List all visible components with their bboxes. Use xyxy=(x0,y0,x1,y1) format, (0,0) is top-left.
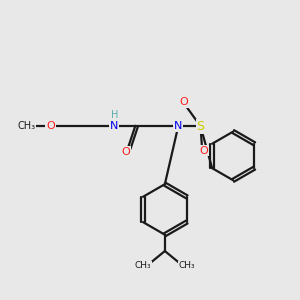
Text: O: O xyxy=(199,146,208,156)
Text: CH₃: CH₃ xyxy=(18,121,36,131)
Text: O: O xyxy=(179,98,188,107)
Text: H: H xyxy=(111,110,118,120)
Text: O: O xyxy=(122,147,130,157)
Text: CH₃: CH₃ xyxy=(135,261,152,270)
Text: CH₃: CH₃ xyxy=(178,261,195,270)
Text: N: N xyxy=(110,121,118,131)
Text: N: N xyxy=(174,121,182,131)
Text: O: O xyxy=(46,121,55,131)
Text: S: S xyxy=(196,120,205,133)
